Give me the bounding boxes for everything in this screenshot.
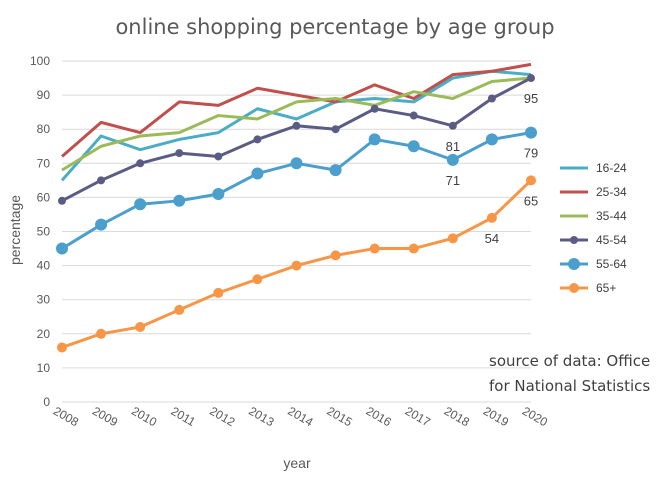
x-tick-label: 2020 — [520, 404, 550, 430]
x-tick-label: 2011 — [169, 404, 199, 429]
legend-item-16-24: 16-24 — [560, 161, 627, 175]
legend-label: 25-34 — [596, 185, 627, 199]
series-65+ — [57, 175, 536, 353]
x-tick-label: 2014 — [285, 404, 315, 430]
data-point — [292, 121, 301, 130]
legend-label: 55-64 — [596, 257, 627, 271]
x-tick-label: 2015 — [325, 404, 355, 430]
series-line-16-24 — [60, 69, 532, 182]
data-point — [329, 164, 342, 177]
y-tick-label: 30 — [37, 293, 51, 307]
series-45-54 — [58, 74, 535, 205]
legend-item-65+: 65+ — [560, 281, 616, 295]
source-annotation-line-2: for National Statistics — [489, 377, 650, 395]
data-label: 71 — [446, 173, 460, 188]
data-point — [526, 175, 536, 186]
data-point — [175, 149, 184, 158]
y-tick-label: 100 — [30, 54, 50, 68]
data-label: 79 — [524, 146, 538, 161]
data-point — [96, 328, 107, 339]
data-point — [136, 159, 145, 168]
legend-item-25-34: 25-34 — [560, 185, 627, 199]
y-tick-label: 0 — [43, 395, 50, 409]
y-tick-label: 20 — [37, 327, 51, 341]
data-label: 54 — [485, 231, 499, 246]
legend-item-35-44: 35-44 — [560, 209, 627, 223]
data-point — [252, 274, 263, 285]
series-16-24 — [60, 69, 532, 182]
series-35-44 — [61, 76, 532, 172]
x-tick-label: 2017 — [403, 404, 433, 430]
data-point — [446, 153, 459, 166]
series-line-35-44 — [61, 76, 532, 172]
data-point — [290, 157, 303, 170]
data-point — [135, 321, 146, 332]
series-line-25-34 — [61, 62, 532, 158]
x-tick-label: 2016 — [364, 404, 394, 430]
legend-label: 16-24 — [596, 161, 627, 175]
data-point — [251, 167, 264, 180]
x-tick-label: 2019 — [481, 404, 511, 430]
data-point — [213, 287, 224, 298]
data-point — [174, 304, 185, 315]
data-point — [57, 342, 67, 353]
data-point — [330, 250, 341, 261]
y-tick-label: 40 — [37, 259, 51, 273]
y-tick-label: 60 — [37, 190, 51, 204]
legend-label: 65+ — [596, 281, 616, 295]
x-axis-label: year — [283, 455, 311, 471]
data-point — [212, 187, 225, 200]
data-point — [97, 176, 106, 185]
data-point — [485, 133, 498, 146]
data-point — [409, 111, 418, 120]
data-point — [56, 242, 68, 255]
data-point — [448, 121, 457, 130]
y-tick-label: 70 — [37, 156, 51, 170]
data-point — [408, 243, 419, 254]
x-tick-label: 2013 — [246, 404, 276, 430]
legend-item-55-64: 55-64 — [560, 257, 627, 271]
y-axis-label: percentage — [7, 195, 23, 265]
legend-marker — [570, 236, 578, 244]
data-point — [58, 196, 66, 205]
data-point — [368, 133, 381, 146]
x-tick-label: 2018 — [442, 404, 472, 430]
y-tick-label: 80 — [37, 122, 51, 136]
x-tick-label: 2008 — [51, 404, 81, 430]
data-label: 95 — [524, 91, 538, 106]
y-tick-label: 10 — [37, 361, 51, 375]
y-tick-label: 90 — [37, 88, 51, 102]
data-point — [407, 140, 420, 153]
data-point — [331, 125, 340, 134]
chart-title: online shopping percentage by age group — [115, 15, 554, 39]
legend-marker — [568, 258, 580, 270]
data-point — [253, 135, 262, 144]
data-point — [173, 194, 186, 207]
data-point — [370, 104, 379, 113]
data-point — [95, 218, 108, 231]
data-point — [486, 212, 497, 223]
y-tick-label: 50 — [37, 225, 51, 239]
legend-marker — [569, 283, 579, 293]
data-point — [214, 152, 223, 161]
data-point — [369, 243, 380, 254]
x-tick-label: 2010 — [129, 404, 159, 430]
x-tick-label: 2012 — [207, 404, 237, 430]
legend-label: 45-54 — [596, 233, 627, 247]
series-25-34 — [61, 62, 532, 158]
source-annotation-line-1: source of data: Office — [489, 352, 650, 370]
data-point — [527, 74, 535, 83]
data-point — [134, 198, 147, 211]
data-label: 81 — [446, 139, 460, 154]
data-point — [447, 233, 458, 244]
data-label: 65 — [524, 193, 538, 208]
data-point — [291, 260, 302, 271]
legend-item-45-54: 45-54 — [560, 233, 627, 247]
x-tick-label: 2009 — [90, 404, 120, 430]
data-point — [525, 126, 537, 139]
series-55-64 — [56, 126, 537, 255]
data-point — [487, 94, 496, 103]
legend-label: 35-44 — [596, 209, 627, 223]
